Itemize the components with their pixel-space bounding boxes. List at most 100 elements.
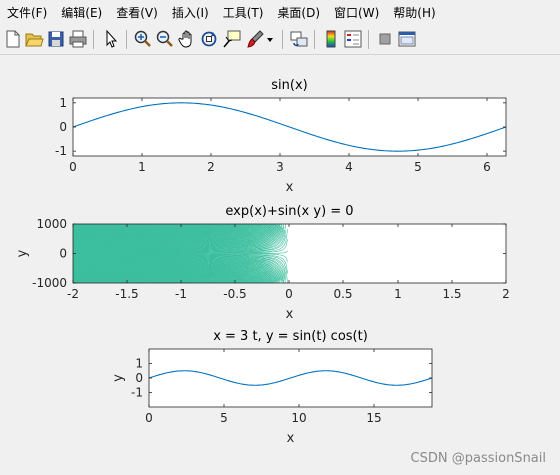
x-tick-label: -1 [175,287,187,301]
zoom-in-icon[interactable] [133,29,153,49]
x-tick-label: 0 [145,411,153,425]
x-tick-label: 5 [220,411,228,425]
legend-icon[interactable] [343,29,363,49]
y-tick-label: -1 [131,386,143,400]
x-tick-label: 3 [276,160,284,174]
implicit-contour [73,284,87,286]
implicit-contour [73,285,80,286]
implicit-contour [73,221,89,223]
implicit-contour [73,224,75,225]
implicit-contour [73,284,84,286]
implicit-contour [73,221,82,222]
menu-desktop[interactable]: 桌面(D) [277,5,321,20]
toolbar-separator [126,30,127,49]
implicit-contour [73,282,74,283]
menu-tools[interactable]: 工具(T) [222,5,264,20]
link-plot-icon[interactable] [289,29,309,49]
save-icon[interactable] [46,29,66,49]
colorbar-icon[interactable] [321,29,341,49]
parametric-curve [149,370,432,386]
y-axis-label: y [15,249,30,257]
data-cursor-icon[interactable] [222,29,242,49]
brush-dropdown-icon[interactable] [265,29,275,49]
x-tick-label: 1 [394,287,402,301]
y-axis-label: y [111,374,126,382]
implicit-contour [73,221,86,223]
y-tick-label: 0 [59,120,67,134]
y-tick-label: 1000 [36,217,67,231]
implicit-contour [73,284,84,286]
x-axis-label: x [287,431,295,446]
x-tick-label: -1.5 [115,287,138,301]
menu-bar: 文件(F) 编辑(E) 查看(V) 插入(I) 工具(T) 桌面(D) 窗口(W… [0,0,560,25]
plot-content [149,370,432,386]
toolbar-separator [368,30,369,49]
x-tick-label: 4 [345,160,353,174]
x-tick-label: 0 [69,160,77,174]
print-icon[interactable] [68,29,88,49]
show-plot-tools-icon[interactable] [397,29,417,49]
subplot-1 [72,97,507,157]
open-folder-icon[interactable] [24,29,44,49]
y-tick-label: 0 [59,247,67,261]
menu-insert[interactable]: 插入(I) [171,5,209,20]
subplot-3 [148,348,433,408]
implicit-contour [73,221,87,223]
watermark-text: CSDN @passionSnail [411,451,546,466]
y-tick-label: 0 [135,371,143,385]
x-tick-label: 5 [414,160,422,174]
x-tick-label: 10 [291,411,306,425]
implicit-contour [73,285,82,286]
subplot-2 [72,221,507,286]
x-tick-label: 2 [207,160,215,174]
figure-canvas[interactable]: sin(x) 0 1 2 3 4 5 6 1 0 -1 x exp(x)+sin(x y) = 0 -2-… [0,55,560,475]
axes-title: exp(x)+sin(x y) = 0 [225,204,353,219]
new-file-icon[interactable] [3,29,23,49]
x-tick-label: 2 [502,287,510,301]
menu-help[interactable]: 帮助(H) [393,5,436,20]
implicit-contour [73,284,87,286]
implicit-contour [73,282,76,283]
implicit-contour [73,221,78,222]
menu-file[interactable]: 文件(F) [7,5,48,20]
x-tick-label: -0.5 [223,287,246,301]
menu-view[interactable]: 查看(V) [116,5,158,20]
sin-curve [73,102,506,152]
menu-window[interactable]: 窗口(W) [334,5,380,20]
pan-hand-icon[interactable] [177,29,197,49]
toolbar-separator [282,30,283,49]
plot-content [73,102,506,152]
implicit-contour [73,283,89,286]
rotate-3d-icon[interactable] [199,29,219,49]
toolbar-separator [93,30,94,49]
x-tick-label: 6 [483,160,491,174]
plot-content [73,221,288,286]
hide-plot-tools-icon[interactable] [375,29,395,49]
y-tick-label: -1000 [32,276,67,290]
pointer-icon[interactable] [101,29,121,49]
implicit-contour [73,285,80,286]
implicit-contour [73,221,89,224]
x-axis-label: x [286,180,294,195]
implicit-contour [73,221,80,222]
implicit-contour [73,285,78,286]
implicit-contour [73,221,82,222]
implicit-contour [73,284,86,286]
y-tick-label: -1 [55,144,67,158]
axes-title: x = 3 t, y = sin(t) cos(t) [213,329,368,344]
x-tick-label: 0 [285,287,293,301]
x-tick-label: -2 [67,287,79,301]
x-tick-label: 1.5 [442,287,461,301]
zoom-out-icon[interactable] [155,29,175,49]
x-tick-label: 1 [138,160,146,174]
axes-title: sin(x) [271,78,307,93]
menu-edit[interactable]: 编辑(E) [61,5,103,20]
x-tick-label: 15 [366,411,381,425]
brush-icon[interactable] [245,29,265,49]
implicit-contour [73,221,86,223]
y-tick-label: 1 [135,357,143,371]
figure-toolbar [0,25,560,55]
x-axis-label: x [286,307,294,322]
implicit-contour [73,221,84,223]
